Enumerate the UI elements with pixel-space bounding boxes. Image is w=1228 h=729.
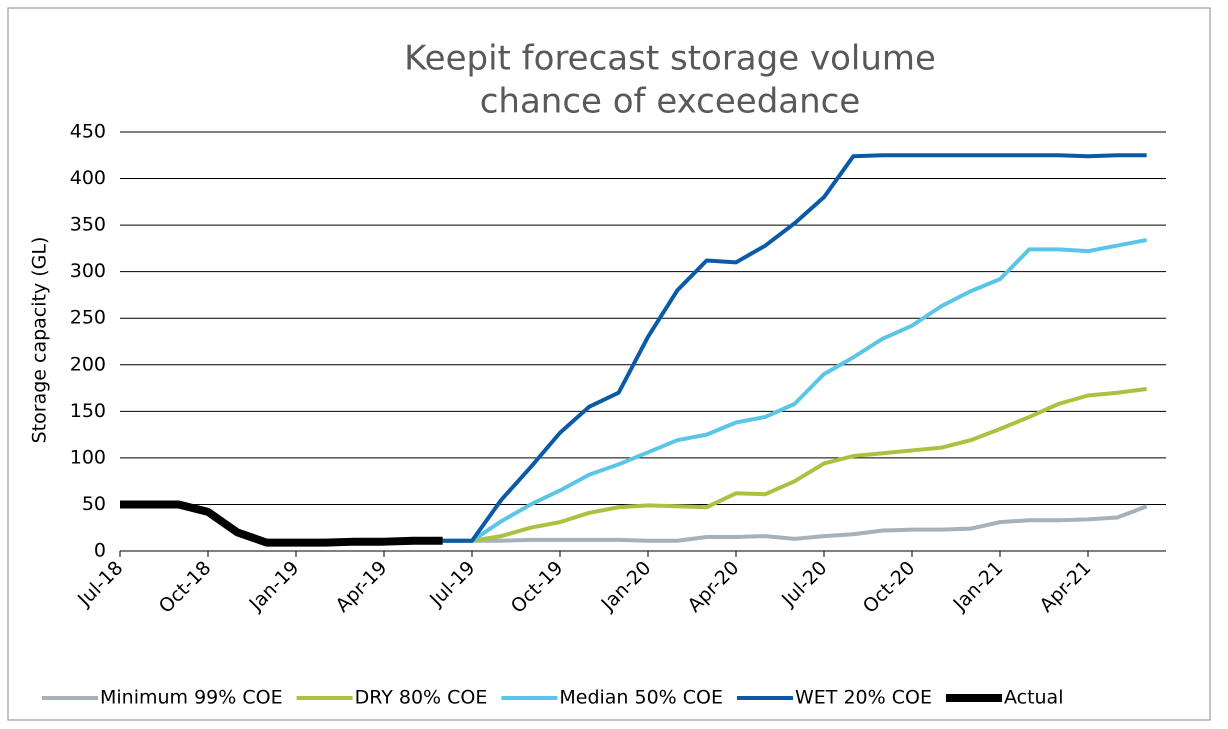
x-tick-label: Jul-19 — [425, 557, 479, 611]
x-tick-label: Jan-21 — [949, 557, 1008, 616]
legend-label: Minimum 99% COE — [100, 687, 283, 709]
y-axis-label: Storage capacity (GL) — [29, 237, 51, 444]
y-tick-label: 200 — [70, 353, 106, 375]
legend-label: DRY 80% COE — [355, 687, 488, 709]
x-tick-label: Apr-21 — [1036, 557, 1096, 617]
legend-label: Actual — [1004, 687, 1064, 709]
chart-title: Keepit forecast storage volume — [404, 39, 936, 79]
x-tick-label: Jul-20 — [777, 557, 831, 611]
series-line — [442, 153, 1147, 543]
x-tick-label: Apr-19 — [332, 557, 392, 617]
series-line — [442, 504, 1148, 543]
y-tick-label: 450 — [70, 121, 106, 143]
legend-label: WET 20% COE — [795, 687, 932, 709]
series-line — [442, 387, 1147, 543]
x-tick-label: Oct-19 — [507, 557, 568, 618]
y-tick-label: 300 — [70, 260, 106, 282]
chart-frame — [7, 7, 1211, 721]
series-line — [442, 238, 1148, 543]
legend-label: Median 50% COE — [559, 687, 723, 709]
series-line — [120, 500, 443, 547]
x-tick-label: Jan-20 — [597, 557, 656, 616]
x-tick-label: Apr-20 — [684, 557, 744, 617]
y-tick-label: 100 — [70, 446, 106, 468]
y-tick-label: 350 — [70, 214, 106, 236]
y-tick-label: 150 — [70, 400, 106, 422]
y-tick-label: 50 — [82, 493, 106, 515]
chart-title: chance of exceedance — [480, 82, 861, 122]
y-tick-label: 250 — [70, 307, 106, 329]
x-tick-label: Jul-18 — [73, 557, 127, 611]
x-tick-label: Oct-18 — [155, 557, 216, 618]
x-tick-label: Jan-19 — [245, 557, 304, 616]
x-tick-label: Oct-20 — [859, 557, 920, 618]
y-tick-label: 0 — [94, 540, 106, 562]
y-tick-label: 400 — [70, 167, 106, 189]
